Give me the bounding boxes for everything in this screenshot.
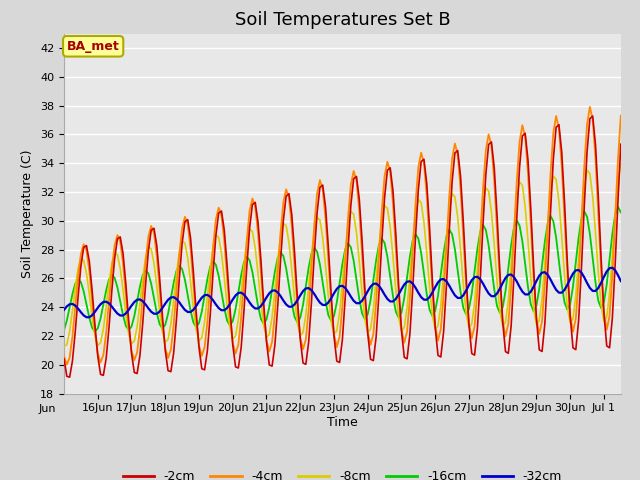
Text: BA_met: BA_met xyxy=(67,40,120,53)
Text: Jun: Jun xyxy=(38,404,56,414)
Legend: -2cm, -4cm, -8cm, -16cm, -32cm: -2cm, -4cm, -8cm, -16cm, -32cm xyxy=(118,465,567,480)
Title: Soil Temperatures Set B: Soil Temperatures Set B xyxy=(235,11,450,29)
X-axis label: Time: Time xyxy=(327,416,358,429)
Y-axis label: Soil Temperature (C): Soil Temperature (C) xyxy=(22,149,35,278)
